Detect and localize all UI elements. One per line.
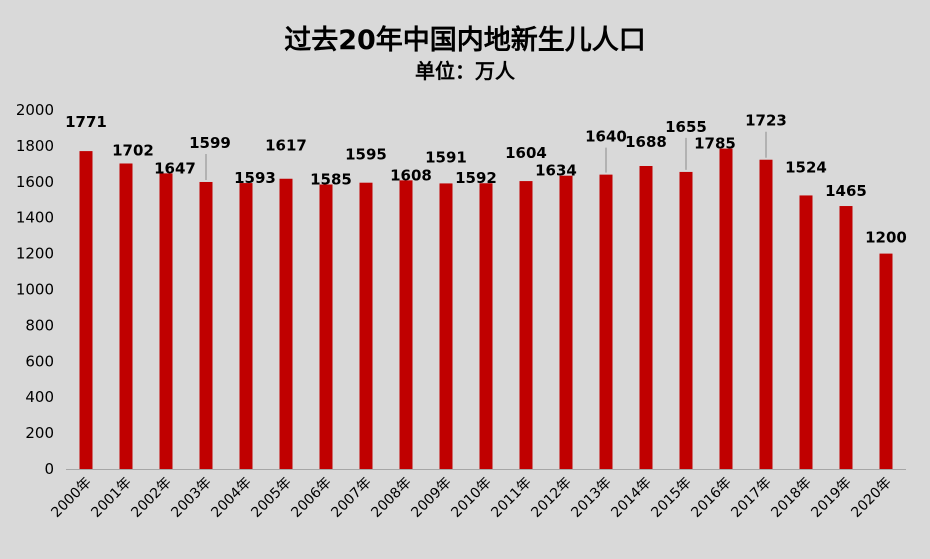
data-label: 1640	[585, 128, 627, 146]
bar	[119, 163, 133, 469]
bar	[439, 183, 453, 469]
x-tick-label: 2000年	[48, 475, 94, 521]
y-tick-label: 600	[25, 352, 54, 370]
data-label: 1592	[455, 169, 497, 187]
x-tick-label: 2016年	[688, 475, 734, 521]
y-tick-label: 1800	[16, 137, 54, 155]
x-tick-label: 2018年	[768, 475, 814, 521]
bar	[479, 183, 493, 469]
data-label: 1723	[745, 112, 787, 130]
bar	[279, 178, 293, 469]
bar	[199, 181, 213, 470]
data-label: 1595	[345, 146, 387, 164]
data-label: 1465	[825, 182, 867, 200]
bar	[319, 184, 333, 469]
x-tick-label: 2020年	[848, 475, 894, 521]
bar	[839, 206, 853, 469]
bar	[559, 175, 573, 469]
data-label: 1771	[65, 113, 107, 131]
x-tick-label: 2011年	[488, 475, 534, 521]
chart-title: 过去20年中国内地新生儿人口	[284, 25, 646, 56]
bar	[679, 171, 693, 470]
y-tick-label: 400	[25, 388, 54, 406]
bar	[359, 182, 373, 469]
x-tick-label: 2015年	[648, 475, 694, 521]
data-label: 1634	[535, 162, 577, 180]
data-label: 1785	[694, 135, 736, 153]
x-tick-label: 2006年	[288, 475, 334, 521]
x-tick-label: 2014年	[608, 475, 654, 521]
x-tick-label: 2012年	[528, 475, 574, 521]
data-label: 1591	[425, 148, 467, 166]
bar	[159, 173, 173, 469]
x-tick-label: 2001年	[88, 475, 134, 521]
bar	[759, 159, 773, 469]
data-label: 1200	[865, 229, 907, 247]
x-tick-label: 2005年	[248, 475, 294, 521]
x-tick-label: 2004年	[208, 475, 254, 521]
x-tick-label: 2013年	[568, 475, 614, 521]
x-tick-label: 2008年	[368, 475, 414, 521]
bar	[79, 151, 93, 469]
data-label: 1647	[154, 159, 196, 177]
data-label: 1524	[785, 158, 827, 176]
y-tick-label: 2000	[16, 101, 54, 119]
data-label: 1585	[310, 170, 352, 188]
bar	[399, 180, 413, 469]
x-tick-label: 2002年	[128, 475, 174, 521]
y-tick-label: 200	[25, 424, 54, 442]
data-label: 1688	[625, 133, 667, 151]
x-tick-label: 2003年	[168, 475, 214, 521]
bar	[519, 181, 533, 469]
data-label: 1655	[665, 118, 707, 136]
bar	[879, 253, 893, 469]
y-tick-label: 0	[44, 460, 54, 478]
bar	[719, 148, 733, 469]
bar	[639, 166, 653, 469]
y-tick-label: 1400	[16, 209, 54, 227]
data-label: 1617	[265, 137, 307, 155]
y-tick-label: 1000	[16, 281, 54, 299]
data-label: 1599	[189, 134, 231, 152]
x-tick-label: 2019年	[808, 475, 854, 521]
y-tick-label: 1600	[16, 173, 54, 191]
data-label: 1608	[390, 166, 432, 184]
bar	[599, 174, 613, 469]
x-tick-label: 2010年	[448, 475, 494, 521]
x-tick-label: 2017年	[728, 475, 774, 521]
y-tick-label: 800	[25, 316, 54, 334]
data-label: 1593	[234, 169, 276, 187]
bar	[799, 195, 813, 469]
data-label: 1702	[112, 141, 154, 159]
data-label: 1604	[505, 144, 547, 162]
x-tick-label: 2009年	[408, 475, 454, 521]
chart-subtitle: 单位：万人	[415, 59, 515, 83]
y-tick-label: 1200	[16, 245, 54, 263]
bar	[239, 183, 253, 469]
x-tick-label: 2007年	[328, 475, 374, 521]
